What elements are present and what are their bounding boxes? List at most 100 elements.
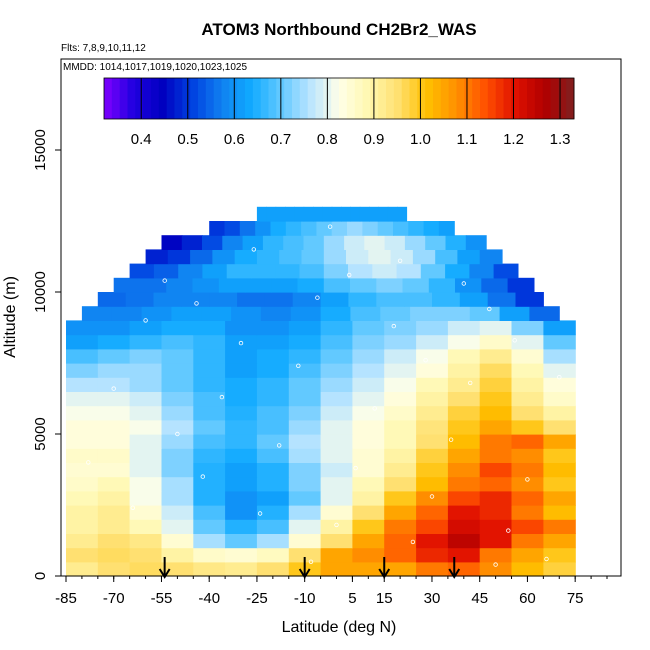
sample-point xyxy=(175,431,180,437)
heatmap-cell xyxy=(511,419,544,435)
heatmap-cell xyxy=(192,277,220,293)
heatmap-cell xyxy=(511,476,544,492)
heatmap-cell xyxy=(288,348,322,364)
heatmap-cell xyxy=(193,391,226,407)
heatmap-cell xyxy=(161,334,194,350)
heatmap-cell xyxy=(256,249,280,265)
heatmap-cell xyxy=(161,363,194,378)
heatmap-cell xyxy=(193,405,226,421)
heatmap-cell xyxy=(380,306,411,321)
heatmap-cell xyxy=(543,363,576,378)
heatmap-cell xyxy=(161,419,194,435)
colorbar-ticks: 0.4 0.5 0.6 0.7 0.8 0.9 1.0 1.1 1.2 1.3 xyxy=(131,78,570,148)
heatmap-cell xyxy=(288,334,322,350)
heatmap-cell xyxy=(410,306,441,321)
heatmap-cell xyxy=(299,263,325,279)
heatmap-cell xyxy=(193,490,226,506)
heatmap-cell xyxy=(455,277,482,293)
sample-point xyxy=(525,477,530,482)
heatmap-cell xyxy=(384,561,417,577)
heatmap-cell xyxy=(543,547,576,563)
heatmap-cell xyxy=(447,533,481,549)
colorbar-swatch xyxy=(252,78,262,119)
heatmap-cell xyxy=(493,263,519,279)
arrow-marker xyxy=(158,557,171,579)
heatmap-cell xyxy=(320,561,353,577)
heatmap-cell xyxy=(384,505,417,520)
heatmap-cell xyxy=(225,434,258,449)
heatmap-cell xyxy=(543,490,576,506)
heatmap-cell xyxy=(511,334,544,350)
heatmap-cell xyxy=(447,547,481,563)
heatmap-cell xyxy=(348,263,373,279)
heatmap-cell xyxy=(543,533,576,549)
heatmap-cell xyxy=(256,448,290,463)
colorbar-swatch xyxy=(550,78,559,119)
heatmap-cell xyxy=(97,505,131,520)
heatmap-cell xyxy=(352,533,385,549)
heatmap-cell xyxy=(378,206,389,222)
heatmap-cell xyxy=(320,462,353,478)
colorbar-swatch xyxy=(213,78,222,119)
heatmap-cell xyxy=(511,377,544,392)
colorbar-swatch xyxy=(464,78,473,119)
heatmap-cell xyxy=(190,249,213,265)
heatmap-cell xyxy=(412,249,436,265)
heatmap-cell xyxy=(245,277,272,293)
heatmap-cell xyxy=(66,348,99,364)
sample-point xyxy=(468,380,473,386)
sample-point xyxy=(423,358,428,363)
colorbar-swatch xyxy=(519,78,528,119)
heatmap-cell xyxy=(511,434,544,449)
heatmap-cell xyxy=(459,292,489,307)
heatmap-cell xyxy=(193,547,226,563)
sample-point xyxy=(219,394,225,400)
heatmap-cell xyxy=(384,348,417,364)
heatmap-cell xyxy=(384,405,417,421)
heatmap-cell xyxy=(255,221,272,236)
sample-point xyxy=(308,559,314,564)
heatmap-cell xyxy=(479,348,513,364)
heatmap-cell xyxy=(97,292,127,307)
heatmap-cell xyxy=(66,547,99,563)
colorbar-swatch xyxy=(174,78,183,119)
colorbar-swatch xyxy=(229,78,238,119)
heatmap-cell xyxy=(285,221,302,236)
heatmap-cell xyxy=(193,434,226,449)
heatmap-cell xyxy=(529,306,560,321)
heatmap-cell xyxy=(256,505,290,520)
heatmap-cell xyxy=(487,292,517,307)
heatmap-cell xyxy=(439,306,471,321)
heatmap-cell xyxy=(288,391,322,407)
y-axis-label: Altitude (m) xyxy=(2,276,19,358)
colorbar-scale xyxy=(103,77,575,120)
heatmap-cell xyxy=(447,434,481,449)
heatmap-cell xyxy=(507,277,535,293)
heatmap-cell xyxy=(479,505,513,520)
colorbar-tick-label: 1.0 xyxy=(410,131,431,148)
heatmap-cell xyxy=(543,476,576,492)
heatmap-cell xyxy=(320,476,353,492)
heatmap-cell xyxy=(224,221,241,236)
heatmap-cell xyxy=(129,462,162,478)
sample-point xyxy=(130,505,135,510)
heatmap-cell xyxy=(225,320,258,336)
heatmap-cell xyxy=(129,363,162,378)
heatmap-cell xyxy=(416,533,449,549)
heatmap-cell xyxy=(129,405,162,421)
heatmap-cell xyxy=(225,490,258,506)
heatmap-cell xyxy=(256,334,290,350)
heatmap-cell xyxy=(66,334,99,350)
heatmap-cell xyxy=(141,306,172,321)
heatmap-cell xyxy=(416,448,449,463)
heatmap-cell xyxy=(387,206,398,222)
heatmap-cell xyxy=(402,277,430,293)
heatmap-cell xyxy=(113,277,141,293)
heatmap-cell xyxy=(397,206,408,222)
colorbar-swatch xyxy=(503,78,512,119)
sample-point xyxy=(512,338,517,343)
heatmap-cell xyxy=(256,533,290,549)
heatmap-cell xyxy=(479,490,513,506)
heatmap-cell xyxy=(479,519,513,534)
